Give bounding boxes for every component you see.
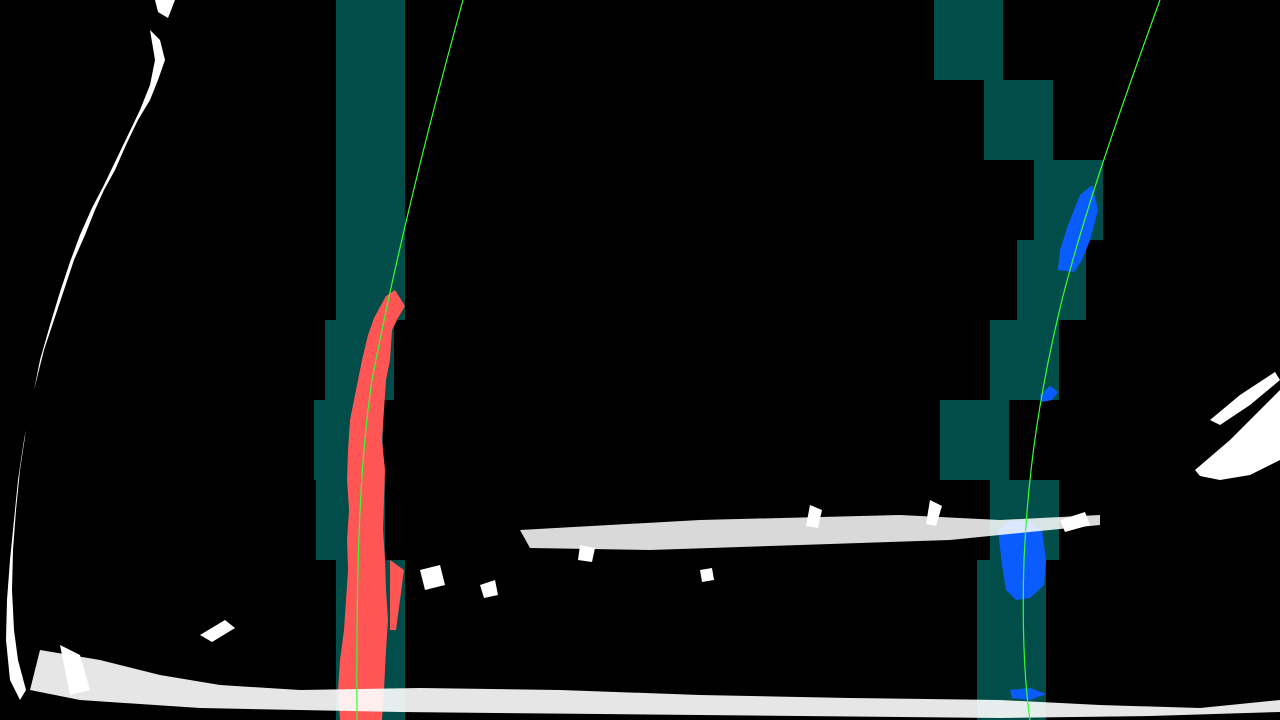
right-window	[934, 0, 1003, 80]
right-fit-curve	[1022, 0, 1161, 720]
left-window	[336, 160, 405, 240]
left-window	[336, 80, 405, 160]
lane-fit-curves	[356, 0, 1161, 720]
noise-pixels	[6, 0, 1280, 718]
left-fit-curve	[356, 0, 464, 720]
right-window	[940, 400, 1009, 480]
right-window	[984, 80, 1053, 160]
left-lane-pixels	[338, 290, 405, 720]
right-lane-pixels	[998, 185, 1098, 700]
right-window	[990, 320, 1059, 400]
left-window	[336, 0, 405, 80]
